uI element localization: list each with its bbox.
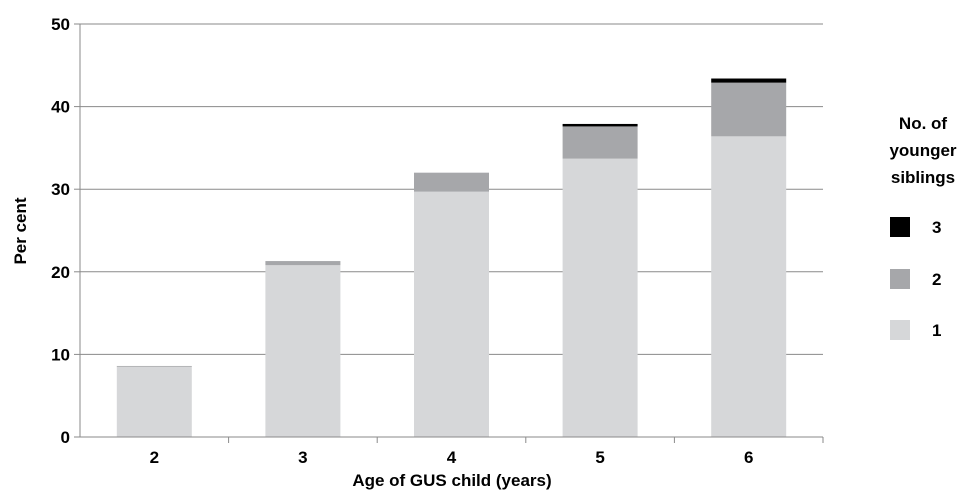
legend-swatch-1 [890,320,910,340]
bar-segment-2 [414,172,489,192]
bar-segment-2 [562,126,638,159]
legend-label-2: 2 [932,270,941,289]
bar-segment-1 [414,191,489,437]
bar-segment-2 [265,261,341,266]
y-tick-label: 40 [51,98,70,117]
legend-swatch-3 [890,217,910,237]
bars [116,78,787,437]
x-axis-title: Age of GUS child (years) [352,471,551,490]
x-tick-label: 6 [744,448,753,467]
legend-swatch-2 [890,269,910,289]
bar-segment-1 [711,136,787,437]
x-tick-label: 5 [595,448,604,467]
y-tick-label: 20 [51,263,70,282]
bar-segment-1 [562,158,638,437]
legend-title-line-3: siblings [891,168,955,187]
bar-segment-1 [116,366,192,437]
bar-segment-3 [711,78,787,83]
legend-label-3: 3 [932,218,941,237]
y-tick-label: 10 [51,345,70,364]
y-tick-labels: 0 10 20 30 40 50 [51,15,70,447]
x-tick-label: 4 [447,448,457,467]
axes [79,24,824,443]
y-axis-title: Per cent [11,197,30,264]
bar-segment-2 [711,82,787,137]
legend: No. of younger siblings 3 2 1 [889,114,957,340]
y-tick-label: 30 [51,180,70,199]
bar-segment-3 [562,123,638,127]
bar-segment-1 [265,265,341,437]
legend-label-1: 1 [932,321,941,340]
legend-title-line-2: younger [889,141,956,160]
x-tick-label: 2 [150,448,159,467]
legend-title-line-1: No. of [899,114,947,133]
bar-segment-2 [116,365,192,367]
y-tick-label: 0 [61,428,70,447]
x-tick-labels: 2 3 4 5 6 [150,448,754,467]
x-tick-label: 3 [298,448,307,467]
y-tick-label: 50 [51,15,70,34]
